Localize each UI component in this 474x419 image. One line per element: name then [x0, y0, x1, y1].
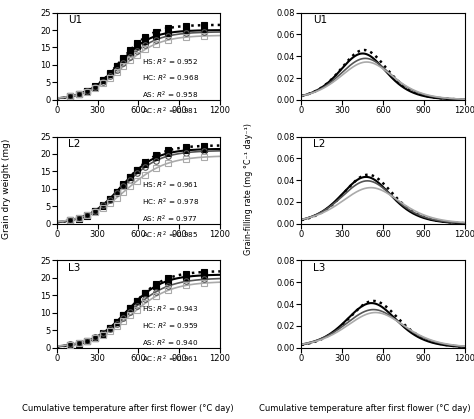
Text: L2: L2 [68, 139, 81, 149]
Text: U1: U1 [313, 15, 327, 25]
Text: HS: $R^2$ = 0.943
HC: $R^2$ = 0.959
AS: $R^2$ = 0.940
AC: $R^2$ = 0.961: HS: $R^2$ = 0.943 HC: $R^2$ = 0.959 AS: … [142, 304, 199, 365]
Text: Cumulative temperature after first flower (°C day): Cumulative temperature after first flowe… [22, 403, 234, 413]
Text: U1: U1 [68, 15, 82, 25]
Text: L3: L3 [68, 263, 81, 273]
Text: L3: L3 [313, 263, 325, 273]
Text: Grain-filling rate (mg °C⁻¹ day⁻¹): Grain-filling rate (mg °C⁻¹ day⁻¹) [244, 122, 253, 255]
Text: Cumulative temperature after first flower (°C day): Cumulative temperature after first flowe… [259, 403, 471, 413]
Text: Grain dry weight (mg): Grain dry weight (mg) [2, 138, 11, 239]
Text: HS: $R^2$ = 0.952
HC: $R^2$ = 0.968
AS: $R^2$ = 0.958
AC: $R^2$ = 0.981: HS: $R^2$ = 0.952 HC: $R^2$ = 0.968 AS: … [142, 56, 199, 117]
Text: HS: $R^2$ = 0.961
HC: $R^2$ = 0.978
AS: $R^2$ = 0.977
AC: $R^2$ = 0.985: HS: $R^2$ = 0.961 HC: $R^2$ = 0.978 AS: … [142, 180, 199, 241]
Text: L2: L2 [313, 139, 325, 149]
